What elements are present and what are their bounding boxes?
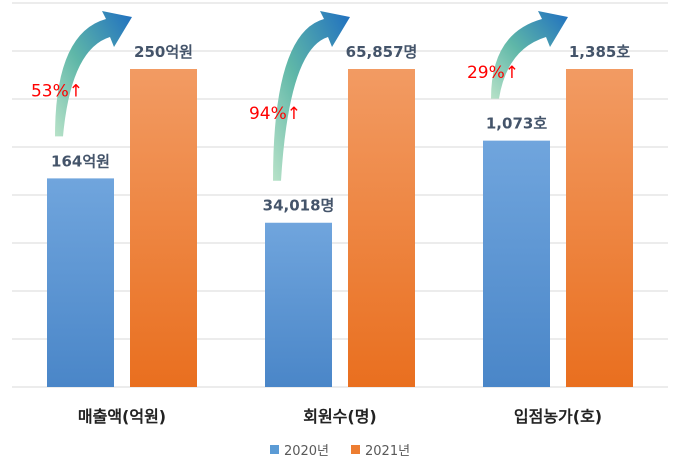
legend-item-2021: 2021년 xyxy=(351,440,410,459)
value-labels: 164억원 250억원 34,018명 65,857명 1,073호 1,385호 xyxy=(51,43,630,215)
legend: 2020년 2021년 xyxy=(0,440,680,459)
category-labels: 매출액(억원) 회원수(명) 입점농가(호) xyxy=(78,407,602,426)
bar-2020-3 xyxy=(483,140,550,387)
legend-swatch-2021 xyxy=(351,445,360,454)
data-label-2020-3: 1,073호 xyxy=(486,115,547,133)
legend-item-2020: 2020년 xyxy=(269,440,329,459)
arrow-shape xyxy=(55,11,132,137)
data-label-2020-2: 34,018명 xyxy=(263,197,335,215)
bar-2020-2 xyxy=(265,222,332,387)
data-label-2020-1: 164억원 xyxy=(51,152,110,170)
arrow-shape xyxy=(491,11,568,99)
bar-2021-1 xyxy=(130,69,197,387)
data-label-2021-3: 1,385호 xyxy=(569,43,630,61)
data-label-2021-1: 250억원 xyxy=(134,43,193,61)
growth-arrow-2: 94%↑ xyxy=(249,11,350,181)
category-label-1: 매출액(억원) xyxy=(78,407,166,426)
growth-label-3: 29%↑ xyxy=(467,63,519,83)
growth-label-1: 53%↑ xyxy=(31,82,83,102)
bar-2021-2 xyxy=(348,69,415,387)
category-label-3: 입점농가(호) xyxy=(514,407,602,426)
arrow-shape xyxy=(273,11,350,181)
growth-arrows: 53%↑ 94%↑ 29%↑ xyxy=(31,11,568,181)
legend-label-2021: 2021년 xyxy=(365,444,411,459)
bar-2020-1 xyxy=(47,178,114,387)
growth-arrow-3: 29%↑ xyxy=(467,11,568,99)
legend-swatch-2020 xyxy=(269,445,279,454)
growth-label-2: 94%↑ xyxy=(249,104,301,124)
data-label-2021-2: 65,857명 xyxy=(346,43,418,61)
category-label-2: 회원수(명) xyxy=(303,407,377,426)
bar-2021-3 xyxy=(566,69,633,387)
legend-label-2020: 2020년 xyxy=(283,444,329,459)
growth-arrow-1: 53%↑ xyxy=(31,11,132,137)
gridlines xyxy=(12,2,668,388)
bars xyxy=(47,69,633,387)
